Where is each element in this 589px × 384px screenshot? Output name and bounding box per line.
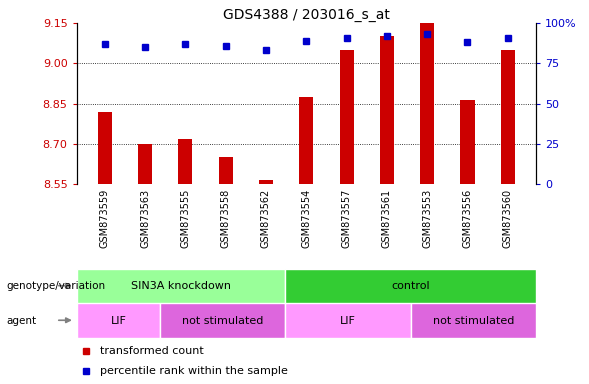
Text: agent: agent (6, 316, 36, 326)
Bar (299, 97, 313, 184)
Bar (420, 23, 434, 184)
Bar (160, 303, 286, 338)
Bar (219, 157, 233, 184)
Text: GSM873556: GSM873556 (462, 189, 472, 248)
Bar (77, 303, 160, 338)
Text: percentile rank within the sample: percentile rank within the sample (100, 366, 287, 376)
Text: GSM873558: GSM873558 (221, 189, 231, 248)
Text: GSM873563: GSM873563 (140, 189, 150, 248)
Text: not stimulated: not stimulated (433, 316, 514, 326)
Bar (411, 303, 536, 338)
Text: genotype/variation: genotype/variation (6, 281, 105, 291)
Text: GSM873560: GSM873560 (503, 189, 513, 248)
Text: control: control (391, 281, 430, 291)
Text: GSM873559: GSM873559 (100, 189, 110, 248)
Bar (501, 50, 515, 184)
Bar (138, 144, 152, 184)
Text: SIN3A knockdown: SIN3A knockdown (131, 281, 231, 291)
Text: GSM873554: GSM873554 (302, 189, 311, 248)
Bar (339, 50, 353, 184)
Text: transformed count: transformed count (100, 346, 203, 356)
Text: LIF: LIF (340, 316, 356, 326)
Bar (98, 112, 112, 184)
Title: GDS4388 / 203016_s_at: GDS4388 / 203016_s_at (223, 8, 390, 22)
Bar (178, 139, 193, 184)
Text: GSM873562: GSM873562 (261, 189, 271, 248)
Bar (380, 36, 394, 184)
Bar (259, 180, 273, 184)
Bar (461, 100, 475, 184)
Bar (77, 269, 286, 303)
Text: GSM873553: GSM873553 (422, 189, 432, 248)
Text: not stimulated: not stimulated (182, 316, 263, 326)
Bar (286, 303, 411, 338)
Text: GSM873555: GSM873555 (180, 189, 190, 248)
Text: GSM873557: GSM873557 (342, 189, 352, 248)
Bar (286, 269, 536, 303)
Text: GSM873561: GSM873561 (382, 189, 392, 248)
Text: LIF: LIF (110, 316, 126, 326)
